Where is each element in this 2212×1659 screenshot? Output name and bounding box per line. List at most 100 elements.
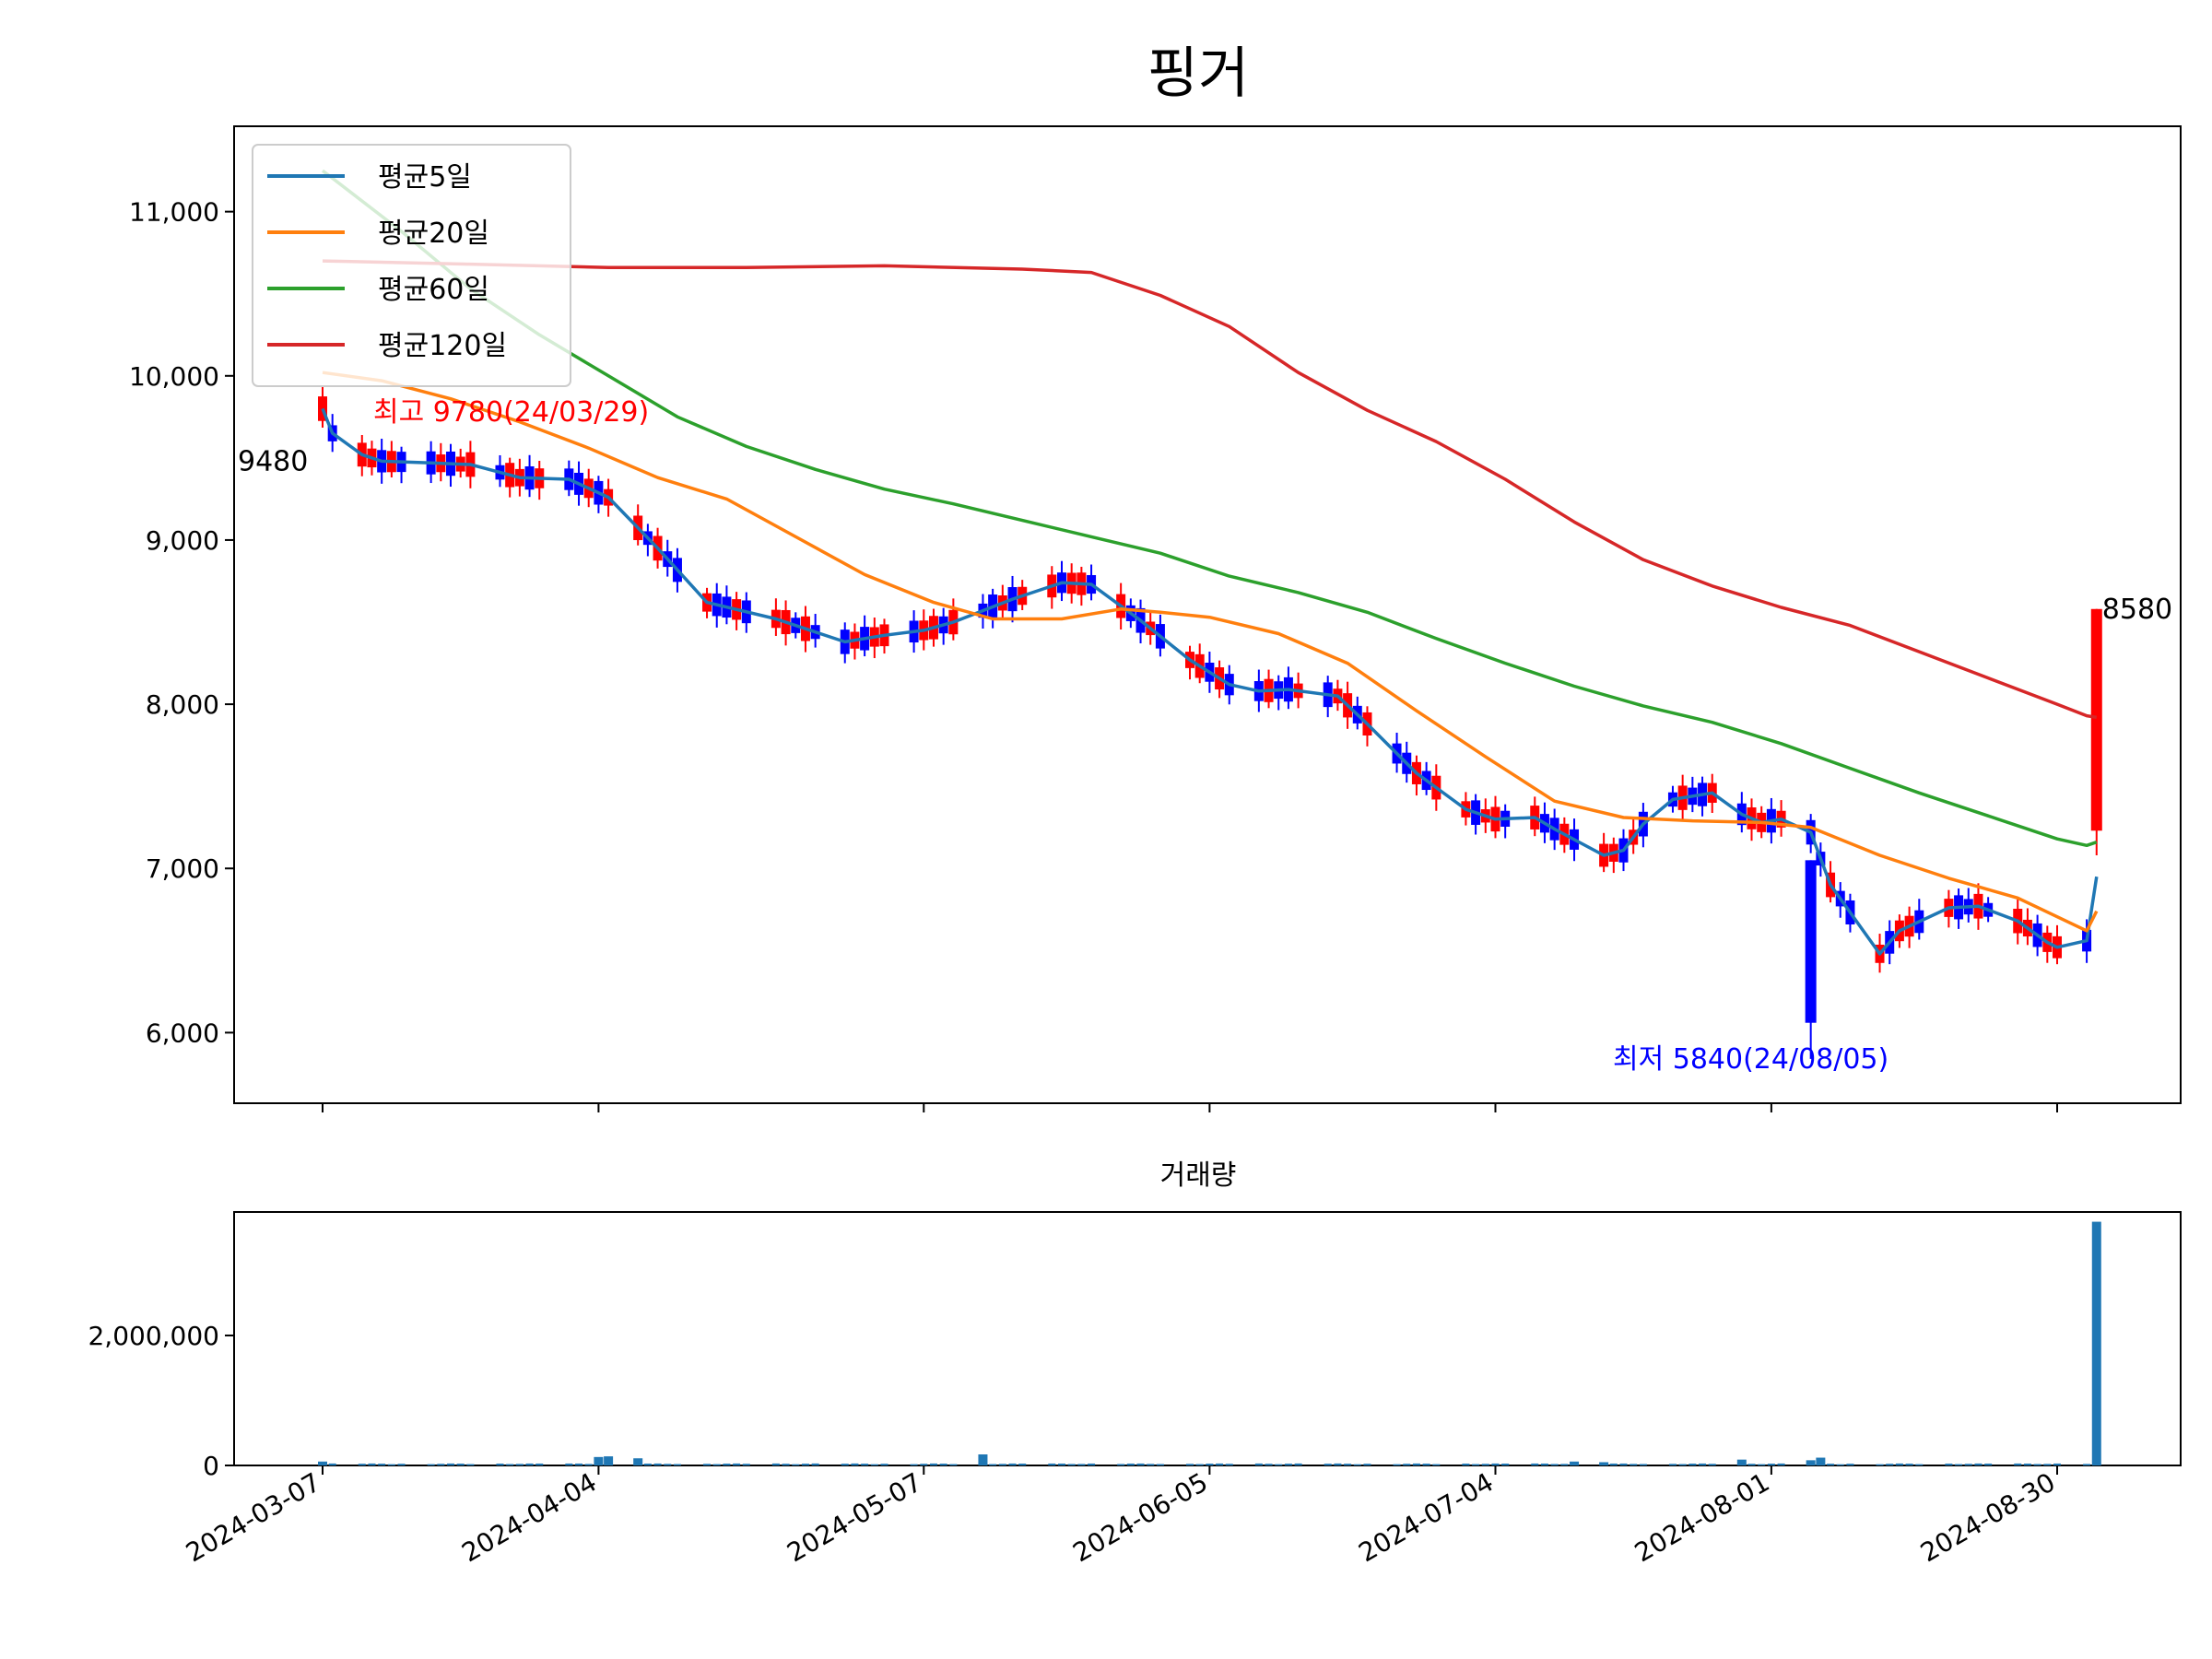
volume-bar [318,1461,327,1465]
price-y-tick-label: 6,000 [146,1018,219,1048]
volume-bar [1886,1464,1894,1465]
volume-bar [1501,1464,1510,1465]
high-label: 최고 9780(24/03/29) [373,396,649,429]
volume-bar [1531,1463,1539,1465]
legend-label: 평균60일 [378,274,489,306]
volume-bar [1057,1463,1065,1465]
volume-bar [1609,1463,1618,1465]
volume-bar [1767,1464,1775,1465]
volume-bar [664,1464,672,1465]
volume-bar [633,1458,643,1465]
candle-body [1805,860,1817,1023]
ma-line-평균60일 [321,169,2098,848]
volume-bar [1216,1463,1224,1465]
price-y-tick-label: 10,000 [129,361,219,392]
volume-bar [1984,1464,1993,1465]
volume-bar [2091,1221,2101,1465]
volume-bar [1225,1464,1233,1465]
volume-x-tick-label: 2024-05-07 [782,1466,926,1568]
price-plot-area [233,125,2182,1104]
ma-line-평균120일 [322,259,2098,720]
volume-bar [2083,1464,2091,1465]
volume-bar [2023,1463,2031,1465]
volume-bar [1412,1463,1420,1465]
volume-bar [515,1464,524,1465]
volume-bar [1777,1463,1785,1465]
volume-bar [1462,1464,1470,1465]
volume-bar [801,1464,809,1465]
volume-bar [358,1464,366,1465]
volume-marks [318,1221,2101,1465]
volume-bar [1186,1464,1194,1465]
volume-bar [1806,1460,1816,1465]
price-y-tick-label: 7,000 [146,853,219,884]
ma-line-평균5일 [321,407,2099,956]
volume-bar [723,1464,731,1465]
volume-bar [525,1463,534,1465]
volume-bar [456,1464,465,1465]
volume-bar [1147,1464,1155,1465]
volume-bar [643,1463,652,1465]
volume-bar [1324,1464,1332,1465]
volume-bar [1294,1463,1302,1465]
volume-bar [397,1464,406,1465]
ma-line-평균20일 [322,371,2099,933]
volume-x-tick-label: 2024-08-30 [1915,1466,2060,1568]
volume-bar [2053,1463,2061,1465]
volume-bar [880,1464,888,1465]
volume-bar [1974,1463,1983,1465]
volume-bar [1048,1463,1056,1465]
volume-bar [1570,1461,1580,1465]
volume-bar [1363,1464,1371,1465]
volume-bar [1077,1464,1086,1465]
volume-bar [978,1454,988,1465]
price-y-tick-label: 11,000 [129,197,219,228]
volume-bar [1827,1464,1835,1465]
volume-bar [535,1463,544,1465]
price-axes: 6,000 7,000 8,000 9,000 10,000 11,000 [129,197,2058,1112]
volume-y-tick-label: 0 [203,1451,219,1481]
volume-bar [594,1456,604,1465]
volume-bar [1747,1464,1756,1465]
volume-bar [1334,1463,1342,1465]
volume-bar [1599,1462,1609,1465]
volume-bar [1846,1464,1854,1465]
volume-bar [1284,1464,1292,1465]
volume-bar [378,1464,386,1465]
volume-bar [1619,1463,1628,1465]
price-marks [318,169,2102,1059]
volume-bar [1344,1464,1352,1465]
volume-bar [1126,1463,1135,1465]
volume-bar [998,1464,1006,1465]
volume-bar [1905,1464,1913,1465]
volume-bar [2014,1463,2022,1465]
volume-bar [1540,1463,1548,1465]
first-close-label: 9480 [238,445,308,477]
volume-bar [841,1464,849,1465]
price-y-tick-label: 8,000 [146,689,219,720]
volume-bar [733,1463,741,1465]
volume-bar [811,1463,819,1465]
volume-bar [1708,1464,1716,1465]
volume-bar [1491,1463,1500,1465]
volume-bar [565,1463,573,1465]
volume-bar [1630,1464,1638,1465]
volume-plot-area [233,1211,2182,1466]
volume-bar [1422,1464,1430,1465]
volume-bar [1067,1464,1076,1465]
volume-bar [653,1463,662,1465]
volume-bar [771,1463,780,1465]
volume-bar [1156,1464,1164,1465]
volume-bar [368,1463,376,1465]
volume-bar [2033,1464,2041,1465]
volume-bar [328,1463,336,1465]
volume-bar [851,1463,859,1465]
volume-bar [447,1463,455,1465]
volume-bar [1945,1464,1953,1465]
volume-bar [861,1464,869,1465]
volume-bar [742,1464,750,1465]
candle-body [2090,608,2102,831]
volume-x-tick-label: 2024-07-04 [1354,1466,1499,1568]
